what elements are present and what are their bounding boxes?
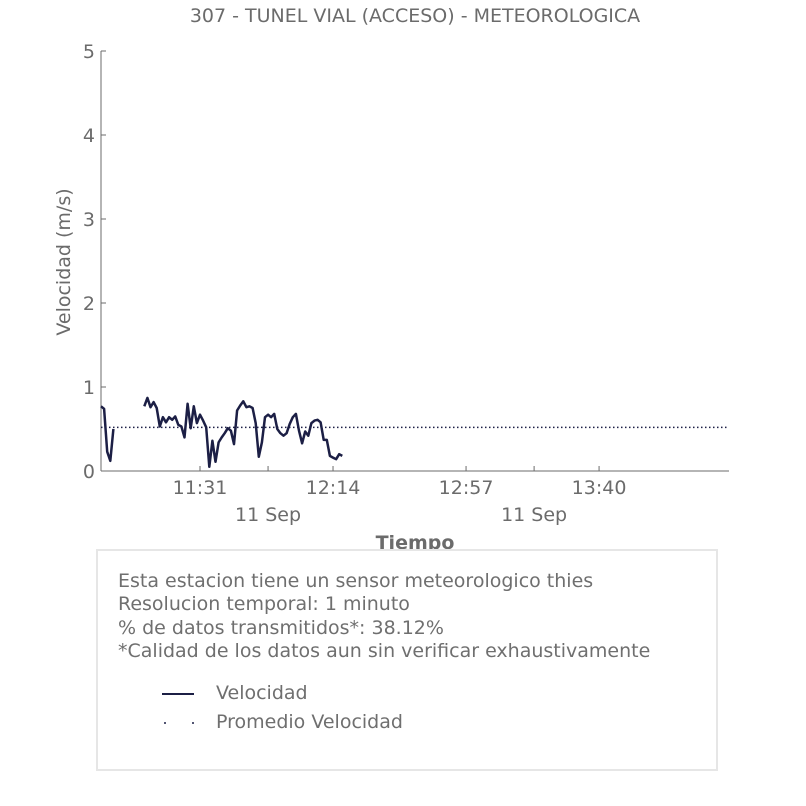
- x-tick-label: 13:40: [572, 477, 627, 499]
- chart-title: 307 - TUNEL VIAL (ACCESO) - METEOROLOGIC…: [190, 5, 640, 27]
- y-tick-label: 0: [83, 461, 95, 483]
- info-sensor-text: Esta estacion tiene un sensor meteorolog…: [118, 570, 594, 592]
- x-tick-date-label: 11 Sep: [235, 504, 301, 526]
- x-tick-date-label: 11 Sep: [501, 504, 567, 526]
- velocity-series-line: [143, 396, 343, 469]
- y-tick-label: 4: [83, 125, 95, 147]
- info-box: Esta estacion tiene un sensor meteorolog…: [96, 549, 718, 771]
- legend-label: Promedio Velocidad: [216, 711, 403, 733]
- legend-label: Velocidad: [216, 682, 308, 704]
- info-quality-note: *Calidad de los datos aun sin verificar …: [118, 640, 651, 662]
- x-tick-label: 12:57: [439, 477, 494, 499]
- y-tick-label: 5: [83, 41, 95, 63]
- info-resolution-text: Resolucion temporal: 1 minuto: [118, 593, 410, 615]
- y-tick-label: 3: [83, 209, 95, 231]
- y-axis-label: Velocidad (m/s): [53, 188, 75, 335]
- y-tick-label: 2: [83, 293, 95, 315]
- legend-dotted-line: [164, 722, 194, 724]
- info-transmitted-text: % de datos transmitidos*: 38.12%: [118, 617, 444, 639]
- y-tick-label: 1: [83, 377, 95, 399]
- legend-solid-line: [162, 693, 194, 695]
- x-tick-label: 11:31: [173, 477, 228, 499]
- x-axis-label: Tiempo: [376, 532, 455, 554]
- velocity-series-line: [100, 405, 115, 463]
- x-tick-label: 12:14: [306, 477, 361, 499]
